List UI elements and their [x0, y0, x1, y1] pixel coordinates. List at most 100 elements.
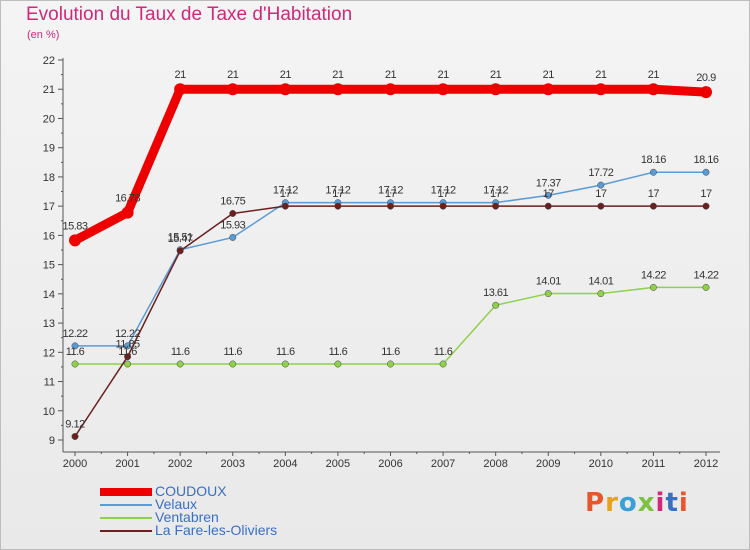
data-label-ventabren: 14.22: [693, 269, 718, 281]
logo-letter: i: [678, 488, 689, 518]
data-label-ventabren: 11.6: [223, 346, 242, 358]
legend-swatch-coudoux: [100, 488, 152, 496]
data-label-la-fare-les-oliviers: 17: [543, 188, 555, 200]
x-tick-label: 2008: [483, 458, 507, 470]
y-tick-label: 11: [44, 377, 55, 389]
y-tick-label: 18: [43, 172, 55, 184]
data-point-ventabren: [544, 290, 552, 298]
data-point-ventabren: [124, 360, 132, 368]
data-label-ventabren: 14.01: [536, 276, 561, 288]
data-label-velaux: 17.12: [325, 185, 350, 197]
legend-swatch-velaux: [100, 504, 152, 506]
data-label-coudoux: 16.78: [115, 193, 140, 205]
data-point-la-fare-les-oliviers: [597, 202, 605, 210]
data-point-la-fare-les-oliviers: [71, 433, 79, 440]
data-label-coudoux: 21: [332, 69, 344, 81]
data-label-coudoux: 21: [490, 69, 502, 81]
data-label-coudoux: 21: [648, 69, 660, 81]
x-tick-label: 2002: [168, 458, 192, 470]
data-label-la-fare-les-oliviers: 9.12: [65, 418, 85, 430]
data-point-la-fare-les-oliviers: [387, 202, 394, 210]
y-tick-label: 19: [43, 143, 55, 155]
data-label-coudoux: 15.83: [62, 220, 87, 232]
logo-letter: r: [605, 488, 619, 518]
data-label-velaux: 17.72: [588, 167, 613, 179]
x-tick-label: 2005: [326, 458, 350, 470]
logo-letter: i: [655, 488, 666, 518]
data-label-ventabren: 13.61: [483, 287, 508, 299]
data-label-velaux: 18.16: [641, 154, 666, 166]
data-point-la-fare-les-oliviers: [334, 202, 342, 210]
data-label-la-fare-les-oliviers: 17: [648, 188, 660, 200]
data-label-velaux: 17.12: [273, 185, 298, 197]
data-label-ventabren: 11.6: [171, 346, 190, 358]
data-point-ventabren: [492, 301, 500, 309]
legend-label: COUDOUX: [155, 483, 227, 499]
data-label-ventabren: 11.6: [66, 346, 85, 358]
y-tick-label: 17: [43, 201, 55, 213]
data-label-la-fare-les-oliviers: 17: [385, 188, 397, 200]
data-label-velaux: 17.12: [431, 185, 456, 197]
data-point-coudoux: [437, 83, 450, 96]
data-label-coudoux: 21: [280, 69, 292, 81]
x-tick-label: 2012: [694, 458, 718, 470]
data-label-coudoux: 21: [595, 69, 607, 81]
data-point-coudoux: [384, 83, 397, 96]
data-label-la-fare-les-oliviers: 15.47: [168, 233, 193, 245]
data-point-ventabren: [334, 360, 342, 368]
x-tick-label: 2011: [642, 458, 666, 470]
data-point-la-fare-les-oliviers: [544, 202, 552, 210]
chart-title: Evolution du Taux de Taxe d'Habitation: [26, 4, 353, 25]
x-tick-label: 2001: [115, 458, 139, 470]
series-lines: [69, 83, 712, 440]
data-point-la-fare-les-oliviers: [649, 202, 657, 210]
y-tick-label: 21: [43, 84, 55, 96]
data-label-ventabren: 11.6: [434, 346, 453, 358]
data-point-ventabren: [71, 360, 79, 368]
data-label-ventabren: 14.22: [641, 269, 666, 281]
x-tick-label: 2010: [589, 458, 613, 470]
data-label-velaux: 15.51: [168, 232, 193, 244]
logo-letter: o: [618, 488, 638, 518]
chart-axes: 9 10 11 12 13 14 15 16 17 18 19 20 21 22 2000 2001 2002 2…: [43, 55, 720, 470]
data-label-coudoux: 21: [543, 69, 555, 81]
logo-letter: t: [665, 488, 679, 518]
data-point-la-fare-les-oliviers: [281, 202, 289, 210]
y-tick-label: 16: [43, 230, 55, 242]
y-tick-label: 15: [43, 260, 55, 272]
data-label-velaux: 12.22: [62, 328, 87, 340]
y-tick-label: 13: [43, 318, 55, 330]
data-label-coudoux: 21: [385, 69, 397, 81]
data-point-coudoux: [489, 83, 502, 96]
data-point-coudoux: [121, 206, 134, 219]
logo-letter: x: [637, 488, 656, 518]
data-point-ventabren: [649, 283, 657, 291]
data-label-la-fare-les-oliviers: 17: [437, 188, 449, 200]
data-label-la-fare-les-oliviers: 16.75: [220, 195, 245, 207]
data-point-ventabren: [702, 283, 710, 291]
data-label-coudoux: 20.9: [696, 72, 716, 84]
legend-label: La Fare-les-Oliviers: [155, 522, 278, 538]
y-tick-label: 12: [43, 347, 55, 359]
x-tick-label: 2004: [273, 458, 297, 470]
data-point-coudoux: [279, 83, 292, 96]
y-tick-label: 22: [43, 55, 55, 67]
data-labels: 12.22 12.22 15.51 15.93 17.12 17.12 17.12 17.12…: [62, 69, 719, 430]
data-label-coudoux: 21: [227, 69, 239, 81]
data-label-la-fare-les-oliviers: 17: [332, 188, 344, 200]
data-point-coudoux: [542, 83, 555, 96]
data-label-ventabren: 11.6: [329, 346, 348, 358]
data-point-coudoux: [700, 86, 712, 99]
legend-label: Velaux: [155, 496, 198, 512]
data-point-la-fare-les-oliviers: [176, 247, 184, 255]
data-label-velaux: 15.93: [220, 219, 245, 231]
data-label-coudoux: 21: [437, 69, 449, 81]
x-tick-label: 2000: [63, 458, 87, 470]
data-point-ventabren: [229, 360, 237, 368]
data-label-la-fare-les-oliviers: 17: [490, 188, 502, 200]
data-label-la-fare-les-oliviers: 11.85: [115, 339, 140, 351]
x-tick-label: 2009: [536, 458, 560, 470]
data-label-ventabren: 14.01: [588, 276, 613, 288]
data-point-coudoux: [647, 83, 660, 96]
